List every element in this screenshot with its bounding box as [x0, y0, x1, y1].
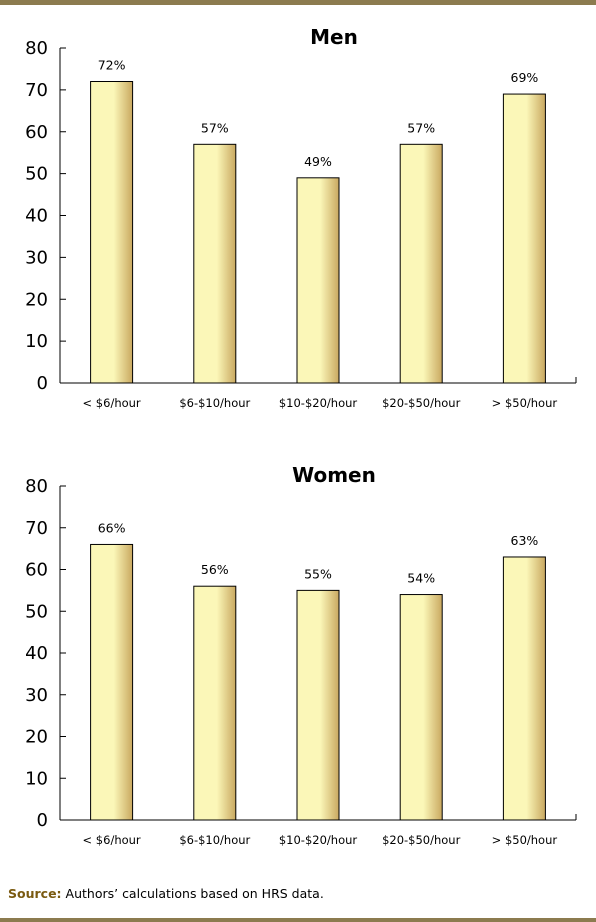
women-data-label: 66%	[98, 520, 126, 535]
women-x-tick-label: < $6/hour	[83, 833, 141, 847]
men-y-tick-label: 70	[25, 80, 48, 101]
men-bar	[193, 143, 237, 384]
men-x-tick-label: < $6/hour	[83, 396, 141, 410]
men-x-tick-label: $6-$10/hour	[179, 396, 250, 410]
women-chart-title: Women	[292, 463, 376, 487]
women-bar	[399, 594, 443, 821]
men-data-label: 57%	[407, 120, 435, 135]
women-y-tick-label: 60	[25, 560, 48, 581]
women-data-label: 54%	[407, 571, 435, 586]
women-bar	[193, 585, 237, 821]
source-text: Authors’ calculations based on HRS data.	[61, 886, 324, 901]
men-chart-title: Men	[310, 25, 358, 49]
men-bar	[399, 143, 443, 384]
bottom-rule	[0, 918, 596, 922]
men-y-tick-label: 50	[25, 164, 48, 185]
men-bar	[90, 81, 134, 384]
men-bar	[296, 177, 340, 384]
men-y-tick-label: 40	[25, 206, 48, 227]
women-y-tick-label: 40	[25, 643, 48, 664]
women-bar-chart: Women 0 10 20 30 40 50 60 70 80 66% < $6/hour 56% $6-…	[25, 463, 577, 847]
men-data-label: 72%	[98, 58, 126, 73]
women-y-tick-label: 70	[25, 518, 48, 539]
women-x-tick-label: $10-$20/hour	[279, 833, 358, 847]
men-data-label: 57%	[201, 120, 229, 135]
source-label: Source:	[8, 886, 62, 901]
men-x-tick-label: $10-$20/hour	[279, 396, 358, 410]
men-y-tick-label: 0	[37, 373, 48, 394]
men-data-label: 69%	[511, 70, 539, 85]
women-x-tick-label: > $50/hour	[492, 833, 558, 847]
women-y-tick-label: 50	[25, 601, 48, 622]
women-bar	[502, 556, 546, 821]
men-x-tick-label: > $50/hour	[492, 396, 558, 410]
source-note: Source: Authors’ calculations based on H…	[8, 886, 324, 901]
men-data-label: 49%	[304, 154, 332, 169]
women-bar	[296, 589, 340, 821]
women-y-tick-label: 80	[25, 476, 48, 497]
women-x-tick-label: $20-$50/hour	[382, 833, 461, 847]
women-x-tick-label: $6-$10/hour	[179, 833, 250, 847]
men-y-tick-label: 10	[25, 331, 48, 352]
women-data-label: 55%	[304, 566, 332, 581]
men-bar	[502, 93, 546, 384]
women-data-label: 63%	[511, 533, 539, 548]
women-y-tick-label: 0	[37, 810, 48, 831]
men-y-tick-label: 80	[25, 38, 48, 59]
women-y-tick-label: 30	[25, 685, 48, 706]
women-y-tick-label: 20	[25, 727, 48, 748]
men-y-tick-label: 60	[25, 122, 48, 143]
women-data-label: 56%	[201, 562, 229, 577]
women-y-tick-label: 10	[25, 768, 48, 789]
men-bar-chart: Men 0 10 20 30 40 50 60 70 80 72% < $6/hour 57% $6-$1…	[25, 25, 577, 410]
women-bar	[90, 543, 134, 821]
top-rule	[0, 0, 596, 5]
men-y-tick-label: 30	[25, 247, 48, 268]
men-y-tick-label: 20	[25, 289, 48, 310]
men-x-tick-label: $20-$50/hour	[382, 396, 461, 410]
